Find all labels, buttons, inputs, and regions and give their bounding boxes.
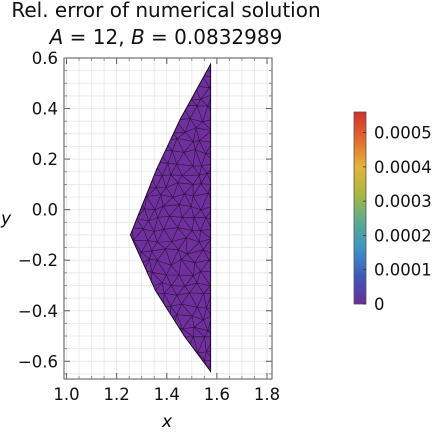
colorbar-tick-label: 0 [374, 295, 385, 314]
chart-title: Rel. error of numerical solution [11, 0, 321, 22]
x-tick-label: 1.6 [204, 385, 230, 404]
x-tick-label: 1.8 [254, 385, 280, 404]
x-tick-label: 1.0 [53, 385, 79, 404]
y-tick-label: −0.2 [18, 251, 58, 270]
subtitle-a-symbol: A [49, 25, 64, 49]
y-tick-label: 0.4 [32, 100, 58, 119]
colorbar: 0 0.0001 0.0002 0.0003 0.0004 0.0005 [353, 111, 432, 314]
axis-ticks: 1.0 1.2 1.4 1.6 1.8 0.6 0.4 0.2 0.0 −0.2 −0.4 −0.6 [18, 49, 280, 404]
domain [129, 62, 212, 373]
domain-outline [129, 62, 212, 373]
subtitle-b-text: = 0.0832989 [144, 25, 283, 49]
chart-subtitle: A = 12, B = 0.0832989 [0, 25, 332, 49]
y-axis-label: y [0, 209, 12, 229]
colorbar-tick-label: 0.0005 [374, 124, 432, 143]
y-tick-label: −0.4 [18, 302, 58, 321]
x-tick-label: 1.2 [104, 385, 130, 404]
subtitle-a-text: = 12, [63, 25, 131, 49]
y-tick-label: 0.2 [32, 150, 58, 169]
colorbar-tick-label: 0.0001 [374, 261, 432, 280]
x-axis-label: x [161, 412, 173, 432]
plot-frame [63, 57, 273, 380]
plot-border [63, 57, 273, 380]
colorbar-tick-label: 0.0004 [374, 158, 432, 177]
colorbar-tick-label: 0.0003 [374, 192, 432, 211]
colorbar-gradient [353, 111, 367, 305]
x-tick-label: 1.4 [154, 385, 180, 404]
subtitle-b-symbol: B [130, 25, 145, 49]
y-tick-label: −0.6 [18, 352, 58, 371]
y-tick-label: 0.0 [32, 201, 58, 220]
colorbar-tick-label: 0.0002 [374, 226, 432, 245]
y-tick-label: 0.6 [32, 49, 58, 68]
